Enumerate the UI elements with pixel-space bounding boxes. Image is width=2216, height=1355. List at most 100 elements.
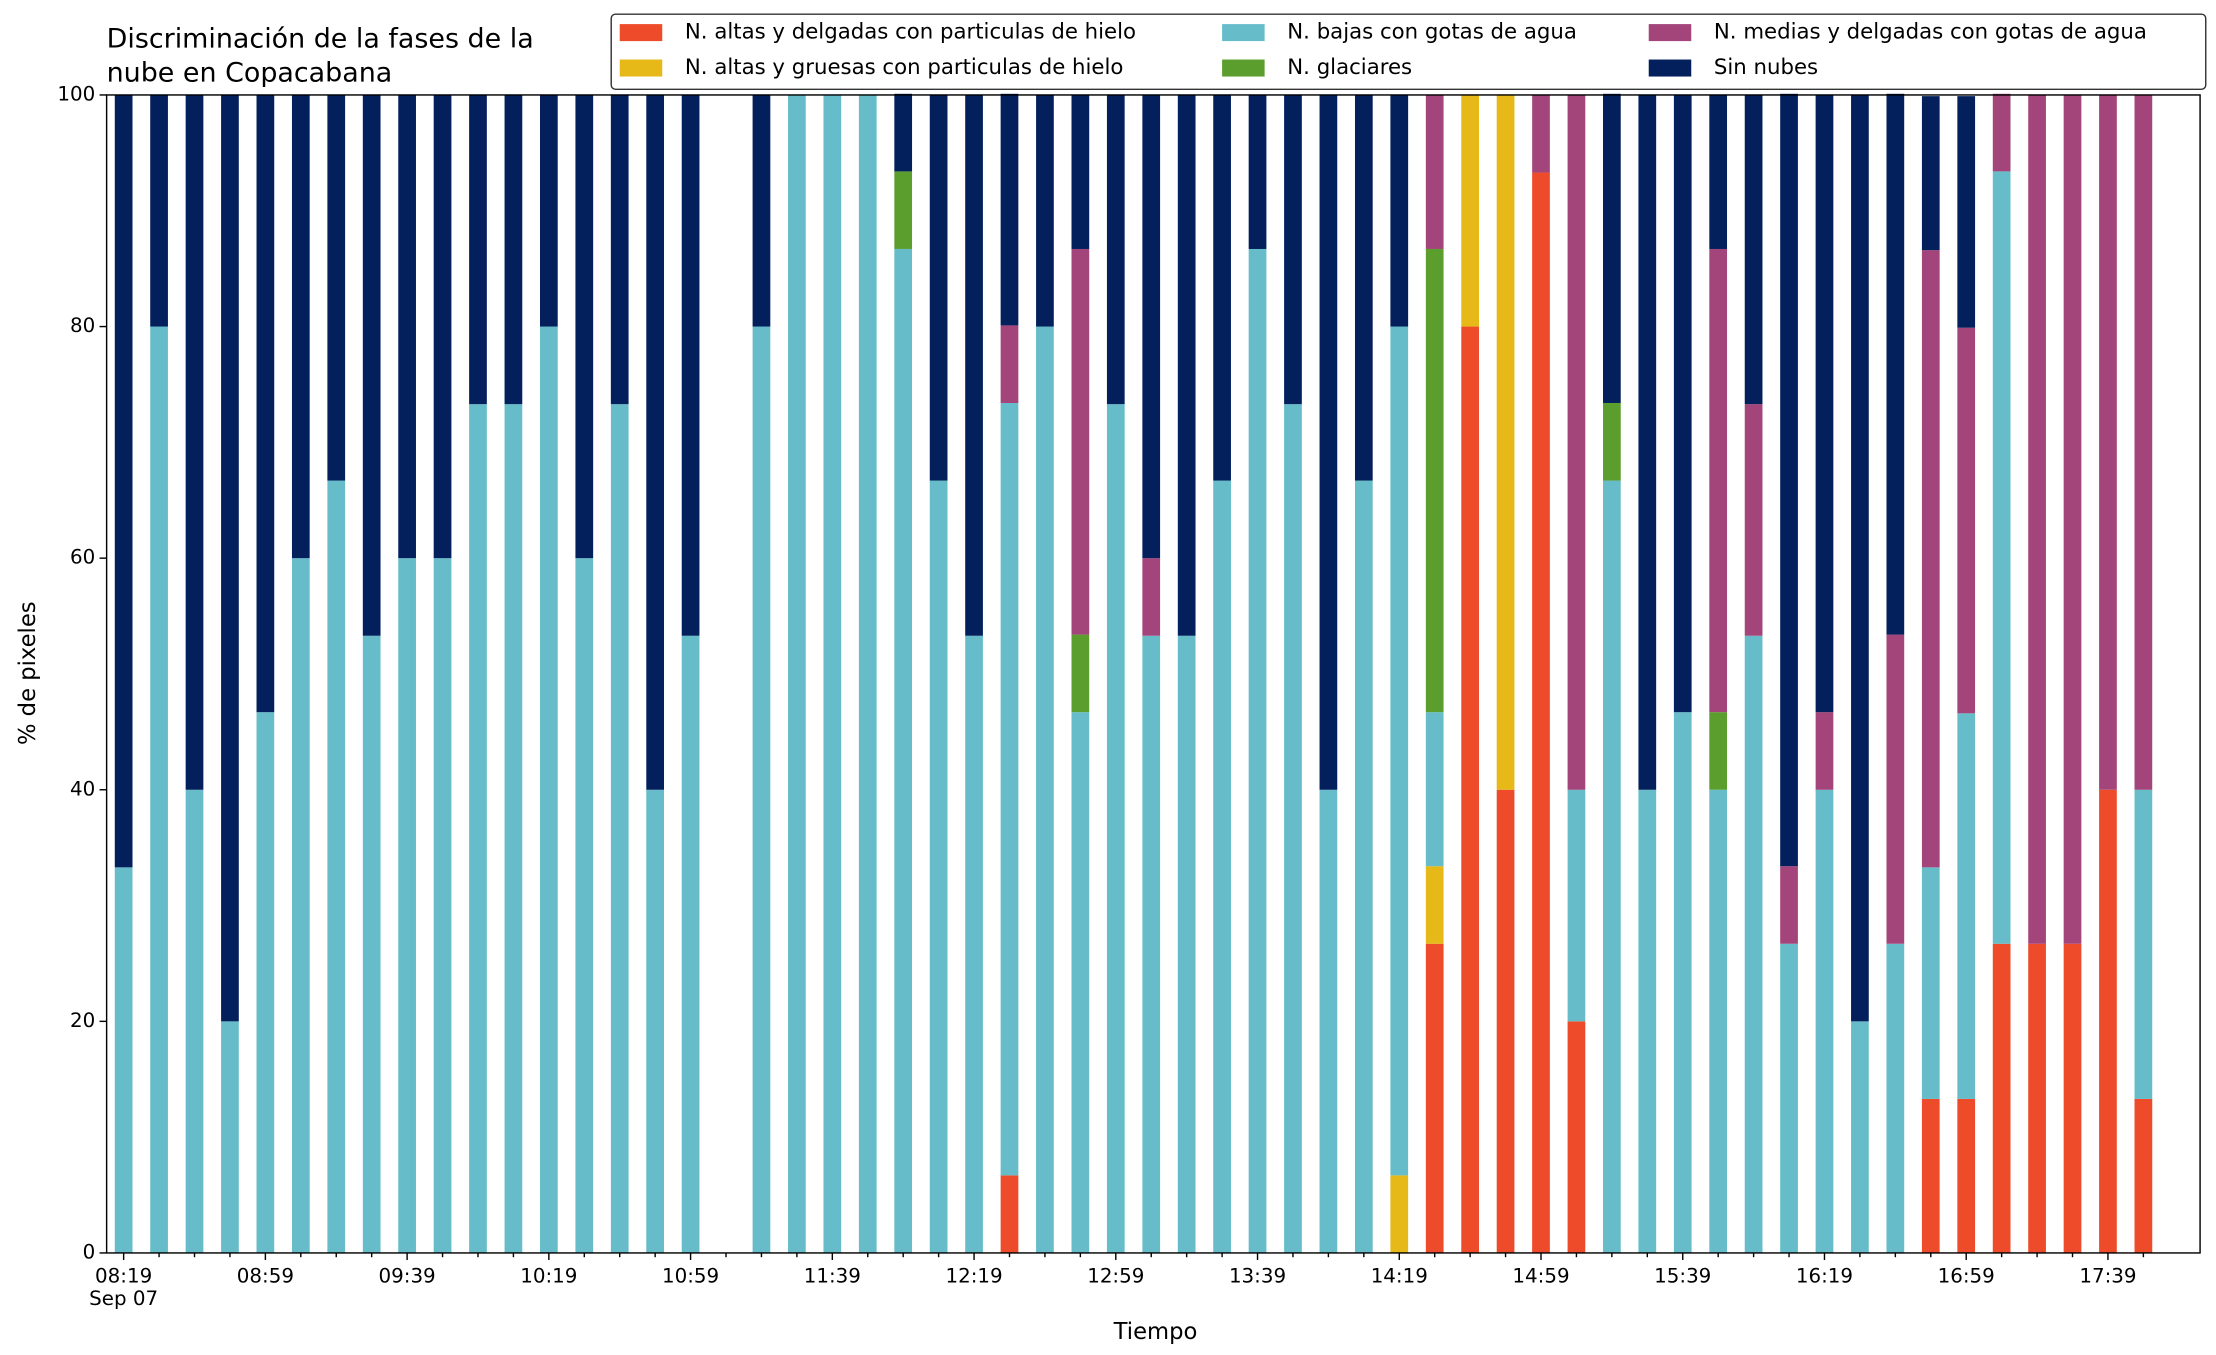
bar-segment: [433, 94, 452, 559]
x-tick-label: 12:19: [945, 1265, 1002, 1288]
bar-segment: [114, 94, 133, 868]
bar-segment: [788, 94, 806, 1253]
x-tick-label: 12:59: [1087, 1265, 1144, 1288]
bar-segment: [1709, 94, 1728, 249]
bar-segment: [1425, 248, 1444, 713]
x-tick-label: 16:19: [1796, 1265, 1853, 1288]
bar-segment: [1638, 94, 1657, 790]
bar-segment: [1142, 558, 1161, 636]
bar-segment: [1815, 789, 1834, 1253]
legend-label: N. bajas con gotas de agua: [1287, 20, 1577, 45]
bar-segment: [1567, 789, 1586, 1022]
bar-segment: [752, 94, 771, 327]
bar-segment: [539, 326, 558, 1253]
y-tick-label: 40: [70, 777, 95, 800]
bar-segment: [1921, 250, 1940, 868]
bar-segment: [1957, 96, 1976, 328]
bar-segment: [1248, 248, 1267, 1253]
bar-segment: [1142, 635, 1161, 1253]
bar-segment: [1780, 943, 1798, 1253]
legend-label: N. altas y delgadas con particulas de hi…: [685, 20, 1136, 45]
bar-segment: [327, 94, 346, 481]
bar-segment: [1709, 712, 1728, 790]
bar-segment: [1390, 326, 1409, 1176]
bar-segment: [362, 635, 381, 1253]
bar-segment: [1638, 789, 1657, 1253]
bar-segment: [1815, 94, 1834, 713]
bar-segment: [894, 171, 913, 249]
bar-segment: [1532, 94, 1550, 173]
bar-segment: [221, 1021, 239, 1253]
bar-segment: [1425, 866, 1444, 944]
bar-segment: [1567, 94, 1586, 790]
bar-segment: [1957, 327, 1976, 714]
y-tick-label: 0: [83, 1240, 96, 1263]
bar-segment: [1000, 402, 1019, 1176]
bar-segment: [1142, 94, 1161, 559]
bar-segment: [1071, 712, 1090, 1253]
bar-segment: [752, 326, 771, 1253]
bar-segment: [469, 404, 487, 1253]
bar-segment: [150, 326, 168, 1253]
bar-segment: [929, 94, 948, 481]
bar-segment: [1284, 404, 1302, 1253]
legend-swatch: [1222, 24, 1265, 42]
bar-segment: [1992, 93, 2011, 172]
bar-segment: [1354, 94, 1373, 481]
bar-segment: [1744, 404, 1763, 636]
bar-segment: [965, 635, 983, 1253]
bar-segment: [150, 94, 168, 327]
x-axis-label: Tiempo: [1113, 1319, 1198, 1345]
bar-segment: [1248, 94, 1267, 249]
bar-segment: [2134, 789, 2153, 1099]
bar-segment: [1425, 943, 1444, 1253]
legend-label: N. medias y delgadas con gotas de agua: [1714, 20, 2147, 45]
bar-segment: [646, 789, 665, 1253]
bar-segment: [1319, 94, 1338, 790]
bar-segment: [681, 94, 700, 636]
bar-segment: [929, 480, 948, 1253]
bar-segment: [1000, 93, 1019, 326]
bar-segment: [1461, 326, 1479, 1253]
bar-segment: [1815, 712, 1834, 790]
x-tick-label: 08:19: [95, 1265, 152, 1288]
bar-segment: [185, 789, 204, 1253]
legend-swatch: [1648, 24, 1692, 42]
bar-segment: [1744, 94, 1763, 405]
bar-segment: [256, 94, 275, 713]
bar-segment: [2099, 94, 2117, 790]
x-tick-label: 09:39: [379, 1265, 436, 1288]
x-tick-label: 10:19: [520, 1265, 577, 1288]
bar-segment: [1709, 789, 1728, 1253]
bar-segment: [1921, 867, 1940, 1099]
legend-label: N. glaciares: [1287, 55, 1412, 80]
legend-swatch: [619, 24, 663, 42]
bar-segment: [575, 94, 594, 559]
legend-swatch: [619, 59, 663, 77]
bar-segment: [1177, 635, 1196, 1253]
y-tick-label: 60: [70, 546, 95, 569]
bar-segment: [1992, 171, 2011, 944]
x-tick-label: 16:59: [1938, 1265, 1995, 1288]
x-date-label: Sep 07: [89, 1287, 158, 1310]
bar-segment: [469, 94, 487, 405]
bar-segment: [1780, 866, 1798, 944]
bar-segment: [1354, 480, 1373, 1253]
bar-segment: [1673, 712, 1692, 1253]
bar-segment: [2028, 943, 2046, 1253]
bar-segment: [1851, 1021, 1869, 1253]
bar-segment: [504, 94, 523, 405]
bar-segment: [114, 867, 133, 1253]
bar-segment: [221, 94, 239, 1022]
bar-segment: [1213, 480, 1231, 1253]
x-tick-label: 08:59: [237, 1265, 294, 1288]
y-tick-label: 100: [57, 82, 95, 105]
bar-segment: [610, 94, 629, 405]
bar-segment: [1709, 248, 1728, 713]
bar-segment: [1390, 94, 1409, 327]
y-axis-label: % de pixeles: [15, 601, 41, 745]
bar-segment: [362, 94, 381, 636]
legend-label: Sin nubes: [1714, 55, 1818, 80]
